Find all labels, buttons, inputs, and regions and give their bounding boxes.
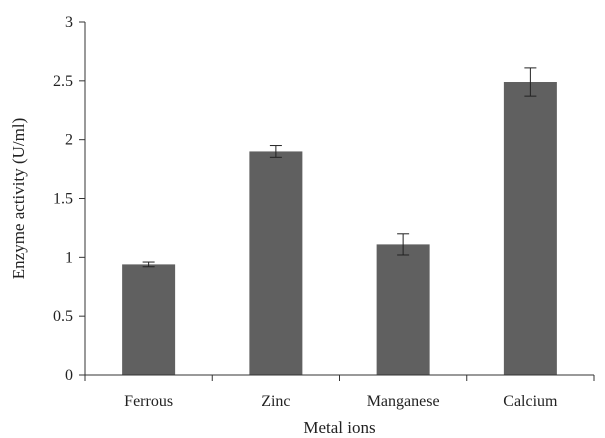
bar-ferrous [122, 264, 176, 375]
error-bar-ferrous [142, 261, 155, 268]
bar-manganese [376, 244, 430, 375]
error-bars [142, 67, 537, 268]
x-axis-ticks: Ferrous Zinc Manganese Calcium [84, 375, 595, 410]
error-bar-zinc [269, 145, 282, 158]
x-tick-label: Zinc [261, 393, 290, 410]
y-tick-label: 0.5 [53, 308, 73, 325]
x-tick-label: Manganese [367, 393, 440, 410]
error-bar-manganese [397, 233, 410, 256]
error-bar-calcium [524, 67, 537, 97]
x-axis-title: Metal ions [303, 418, 375, 437]
y-tick-label: 1 [65, 249, 73, 266]
x-tick-label: Calcium [503, 393, 558, 410]
y-axis-title: Enzyme activity (U/ml) [9, 118, 28, 279]
y-axis-ticks: 0 0.5 1 1.5 2 2.5 3 [53, 14, 85, 384]
x-tick-label: Ferrous [124, 393, 173, 410]
y-tick-label: 0 [65, 367, 73, 384]
y-tick-label: 2 [65, 132, 73, 149]
bar-calcium [503, 82, 557, 375]
bars [122, 82, 557, 375]
y-tick-label: 2.5 [53, 73, 73, 90]
y-tick-label: 3 [65, 14, 73, 31]
y-tick-label: 1.5 [53, 191, 73, 208]
bar-zinc [249, 151, 303, 375]
